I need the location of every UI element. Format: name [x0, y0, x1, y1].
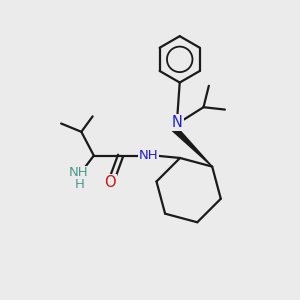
Text: H: H: [75, 178, 85, 191]
Polygon shape: [172, 126, 212, 167]
Text: NH: NH: [69, 166, 88, 179]
Text: N: N: [172, 115, 183, 130]
Text: O: O: [104, 175, 116, 190]
Text: NH: NH: [139, 149, 159, 162]
